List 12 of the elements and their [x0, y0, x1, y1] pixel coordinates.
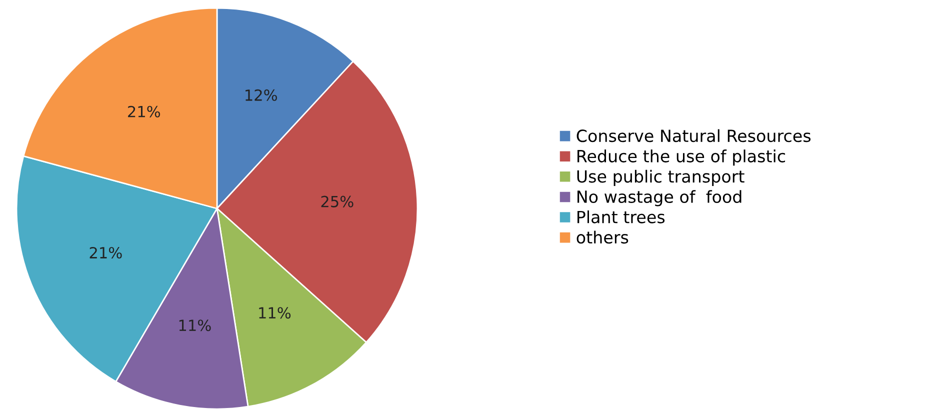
- legend-label: No wastage of food: [578, 190, 742, 206]
- legend-label: Conserve Natural Resources: [576, 129, 811, 142]
- legend-label: Use public transport: [577, 170, 744, 186]
- legend-label: Plant trees: [578, 210, 665, 224]
- data-label: 25%: [321, 196, 354, 208]
- data-label: 21%: [128, 106, 160, 118]
- legend-label: Reduce the use of plastic: [578, 150, 786, 166]
- data-label: 21%: [90, 246, 122, 259]
- legend-label: others: [576, 230, 628, 244]
- data-label: 11%: [259, 307, 291, 319]
- data-label: 11%: [179, 320, 211, 332]
- data-label: 12%: [246, 89, 277, 101]
